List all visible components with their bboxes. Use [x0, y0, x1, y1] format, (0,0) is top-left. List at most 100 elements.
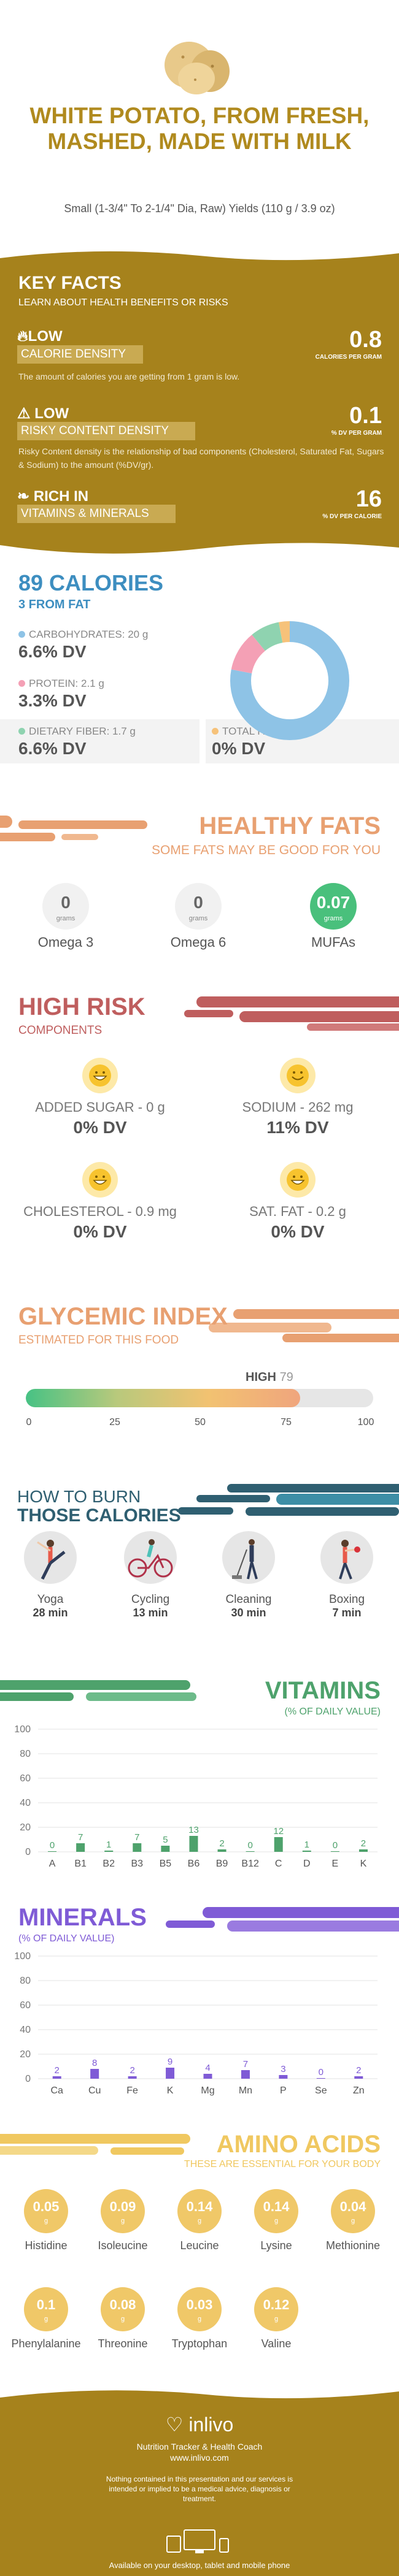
x-tick-label: B3: [131, 1859, 144, 1869]
wave-divider: [0, 543, 399, 561]
warning-icon: ⚠: [17, 405, 35, 422]
footer-availability: Available on your desktop, tablet and mo…: [109, 2561, 290, 2570]
y-tick-label: 40: [20, 1798, 31, 1808]
devices-icon: [166, 2529, 229, 2553]
bar-value-label: 2: [361, 1838, 366, 1849]
smile-icon: [82, 1058, 118, 1093]
flame-icon: 🔥︎: [17, 328, 28, 345]
bar-B9: [217, 1849, 227, 1852]
key-facts-title: KEY FACTS: [18, 273, 122, 293]
bar-value-label: 12: [273, 1826, 284, 1836]
cleaning-icon: [222, 1531, 275, 1584]
activity-yoga: Yoga 28 min: [14, 1531, 87, 1619]
bar-value-label: 2: [130, 2065, 134, 2076]
glycemic-tick: 0: [26, 1417, 32, 1428]
calorie-density-value: 0.8: [349, 327, 382, 353]
glycemic-tick: 100: [357, 1417, 374, 1428]
y-tick-label: 60: [20, 2000, 31, 2011]
serving-size: Small (1-3/4" To 2-1/4" Dia, Raw) Yields…: [64, 202, 335, 215]
x-tick-label: K: [360, 1859, 367, 1869]
calorie-density-desc: The amount of calories you are getting f…: [18, 372, 240, 381]
x-tick-label: Mn: [239, 2085, 252, 2096]
amino-acids-section: AMINO ACIDS THESE ARE ESSENTIAL FOR YOUR…: [0, 2125, 399, 2385]
risky-density-badge: ⚠ LOW: [17, 405, 69, 422]
healthy-fats-title: HEALTHY FATS: [199, 812, 381, 839]
bar-value-label: 7: [134, 1832, 139, 1843]
heart-icon: ♡: [165, 2414, 184, 2436]
fiber-dot: [18, 728, 25, 735]
x-tick-label: Fe: [126, 2085, 138, 2096]
footer-url[interactable]: www.inlivo.com: [170, 2453, 229, 2463]
x-tick-label: D: [303, 1859, 311, 1869]
y-tick-label: 0: [25, 1847, 31, 1857]
glycemic-section: GLYCEMIC INDEX ESTIMATED FOR THIS FOOD H…: [0, 1291, 399, 1475]
bar-value-label: 5: [163, 1835, 168, 1845]
bar-value-label: 1: [106, 1840, 111, 1850]
bar-Se: [316, 2078, 325, 2079]
vitamins-title: VITAMINS: [265, 1677, 381, 1704]
amino-valine: 0.12 g Valine: [239, 2287, 313, 2350]
brand-logo: ♡ inlivo: [165, 2414, 234, 2436]
healthy-fats-section: HEALTHY FATS SOME FATS MAY BE GOOD FOR Y…: [0, 806, 399, 984]
glycemic-title: GLYCEMIC INDEX: [18, 1303, 228, 1330]
footer-disclaimer: Nothing contained in this presentation a…: [106, 2475, 293, 2503]
bar-Ca: [52, 2076, 61, 2079]
bar-value-label: 2: [356, 2065, 361, 2076]
smile-icon: [280, 1058, 316, 1093]
vitamins-unit: % DV PER CALORIE: [322, 513, 382, 520]
x-tick-label: A: [49, 1859, 56, 1869]
bar-value-label: 0: [319, 2067, 323, 2077]
risk-cholesterol: CHOLESTEROL - 0.9 mg 0% DV: [23, 1162, 177, 1242]
x-tick-label: B1: [74, 1859, 87, 1869]
y-tick-label: 60: [20, 1773, 31, 1784]
potato-image: [165, 42, 230, 94]
bar-Mn: [241, 2070, 250, 2079]
bar-value-label: 7: [78, 1832, 83, 1843]
bar-Zn: [354, 2076, 363, 2079]
x-tick-label: Cu: [88, 2085, 101, 2096]
x-tick-label: Ca: [50, 2085, 63, 2096]
amino-threonine: 0.08 g Threonine: [86, 2287, 160, 2350]
calorie-density-badge: 🔥︎LOW: [17, 328, 63, 345]
x-tick-label: Zn: [353, 2085, 365, 2096]
bar-value-label: 3: [281, 2064, 285, 2074]
activity-cleaning: Cleaning 30 min: [212, 1531, 285, 1619]
fat-omega6: 0 grams Omega 6: [165, 883, 232, 950]
fat-mufas: 0.07 grams MUFAs: [300, 883, 367, 950]
yoga-icon: [24, 1531, 77, 1584]
bar-B5: [161, 1846, 170, 1852]
bar-P: [279, 2075, 288, 2079]
calories-section: 89 CALORIES 3 FROM FAT CARBOHYDRATES: 20…: [0, 561, 399, 806]
cycling-icon: [124, 1531, 177, 1584]
stripe-decoration: [0, 1680, 196, 1701]
carbohydrates-dot: [18, 631, 25, 638]
amino-isoleucine: 0.09 g Isoleucine: [86, 2189, 160, 2252]
y-tick-label: 40: [20, 2025, 31, 2035]
amino-tryptophan: 0.03 g Tryptophan: [163, 2287, 236, 2350]
bar-value-label: 7: [243, 2059, 248, 2070]
amino-histidine: 0.05 g Histidine: [9, 2189, 83, 2252]
bar-B1: [76, 1843, 85, 1852]
risk-sodium: SODIUM - 262 mg 11% DV: [221, 1058, 374, 1137]
y-tick-label: 100: [14, 1951, 31, 1962]
x-tick-label: C: [275, 1859, 282, 1869]
bar-C: [274, 1837, 283, 1852]
x-tick-label: B2: [103, 1859, 115, 1869]
glycemic-tick: 75: [281, 1417, 292, 1428]
vitamins-value: 16: [355, 486, 382, 512]
leaf-icon: ❧: [17, 488, 34, 505]
glycemic-level: HIGH 79: [246, 1370, 293, 1384]
calorie-density-unit: CALORIES PER GRAM: [315, 354, 382, 361]
bar-value-label: 0: [333, 1840, 338, 1851]
x-tick-label: B5: [160, 1859, 172, 1869]
bar-value-label: 0: [247, 1840, 252, 1851]
high-risk-title: HIGH RISK: [18, 993, 145, 1020]
risk-added-sugar: ADDED SUGAR - 0 g 0% DV: [23, 1058, 177, 1137]
calorie-donut-chart: [230, 621, 349, 740]
bar-value-label: 13: [188, 1825, 199, 1835]
minerals-chart: 0 20 40 60 80 100 2 Ca 8 Cu 2 Fe 9 K 4 Mg 7 Mn 3 P 0 Se 2 Zn: [14, 1951, 378, 2096]
fat-dot: [212, 728, 219, 735]
burn-title-line1: HOW TO BURN: [17, 1487, 141, 1506]
y-tick-label: 80: [20, 1976, 31, 1986]
key-facts-section: KEY FACTS LEARN ABOUT HEALTH BENEFITS OR…: [0, 242, 399, 561]
